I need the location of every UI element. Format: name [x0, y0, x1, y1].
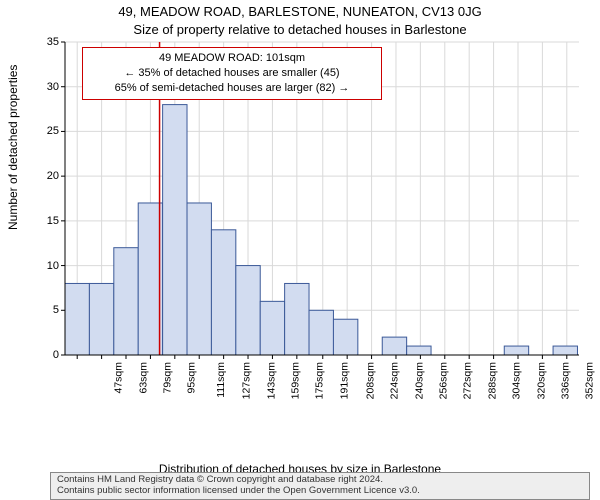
histogram-bar — [285, 283, 309, 355]
page-subtitle: Size of property relative to detached ho… — [0, 22, 600, 37]
x-tick-label: 304sqm — [511, 362, 523, 399]
x-tick-label: 143sqm — [265, 362, 277, 399]
x-tick-label: 208sqm — [364, 362, 376, 399]
x-tick-label: 47sqm — [113, 362, 125, 394]
x-tick-label: 272sqm — [462, 362, 474, 399]
annotation-line-1: 49 MEADOW ROAD: 101sqm — [91, 51, 373, 66]
y-tick-label: 25 — [37, 125, 59, 137]
page-title-address: 49, MEADOW ROAD, BARLESTONE, NUNEATON, C… — [0, 4, 600, 19]
annotation-line-3: 65% of semi-detached houses are larger (… — [91, 81, 373, 96]
histogram-bar — [163, 105, 187, 355]
histogram-bar — [89, 283, 113, 355]
y-axis-label: Number of detached properties — [6, 65, 20, 230]
y-tick-label: 10 — [37, 260, 59, 272]
histogram-bar — [382, 337, 406, 355]
histogram-bar — [236, 266, 260, 355]
y-tick-label: 35 — [37, 36, 59, 48]
x-tick-label: 256sqm — [437, 362, 449, 399]
histogram-bar — [114, 248, 138, 355]
x-tick-label: 111sqm — [215, 362, 227, 398]
x-tick-label: 127sqm — [241, 362, 253, 399]
histogram-bar — [211, 230, 235, 355]
x-tick-label: 320sqm — [535, 362, 547, 399]
x-tick-label: 175sqm — [314, 362, 326, 399]
x-tick-label: 336sqm — [559, 362, 571, 399]
x-tick-label: 95sqm — [186, 362, 198, 394]
y-tick-label: 0 — [37, 349, 59, 361]
y-tick-label: 20 — [37, 170, 59, 182]
histogram-bar — [553, 346, 577, 355]
x-tick-label: 288sqm — [486, 362, 498, 399]
footer-attribution: Contains HM Land Registry data © Crown c… — [50, 472, 590, 500]
x-tick-label: 79sqm — [162, 362, 174, 394]
annotation-callout: 49 MEADOW ROAD: 101sqm ← 35% of detached… — [82, 47, 382, 100]
histogram-bar — [260, 301, 284, 355]
y-tick-label: 30 — [37, 81, 59, 93]
x-tick-label: 240sqm — [413, 362, 425, 399]
histogram-bar — [309, 310, 333, 355]
y-tick-label: 5 — [37, 304, 59, 316]
x-tick-label: 159sqm — [289, 362, 301, 399]
footer-line-2: Contains public sector information licen… — [57, 486, 583, 497]
histogram-bar — [407, 346, 431, 355]
x-tick-label: 224sqm — [389, 362, 401, 399]
chart-container: 49, MEADOW ROAD, BARLESTONE, NUNEATON, C… — [0, 0, 600, 500]
histogram-bar — [333, 319, 357, 355]
y-tick-label: 15 — [37, 215, 59, 227]
histogram-bar — [187, 203, 211, 355]
x-tick-label: 352sqm — [584, 362, 596, 399]
histogram-bar — [504, 346, 528, 355]
x-tick-label: 63sqm — [137, 362, 149, 394]
x-tick-label: 191sqm — [338, 362, 350, 399]
histogram-bar — [65, 283, 89, 355]
annotation-line-2: ← 35% of detached houses are smaller (45… — [91, 66, 373, 81]
